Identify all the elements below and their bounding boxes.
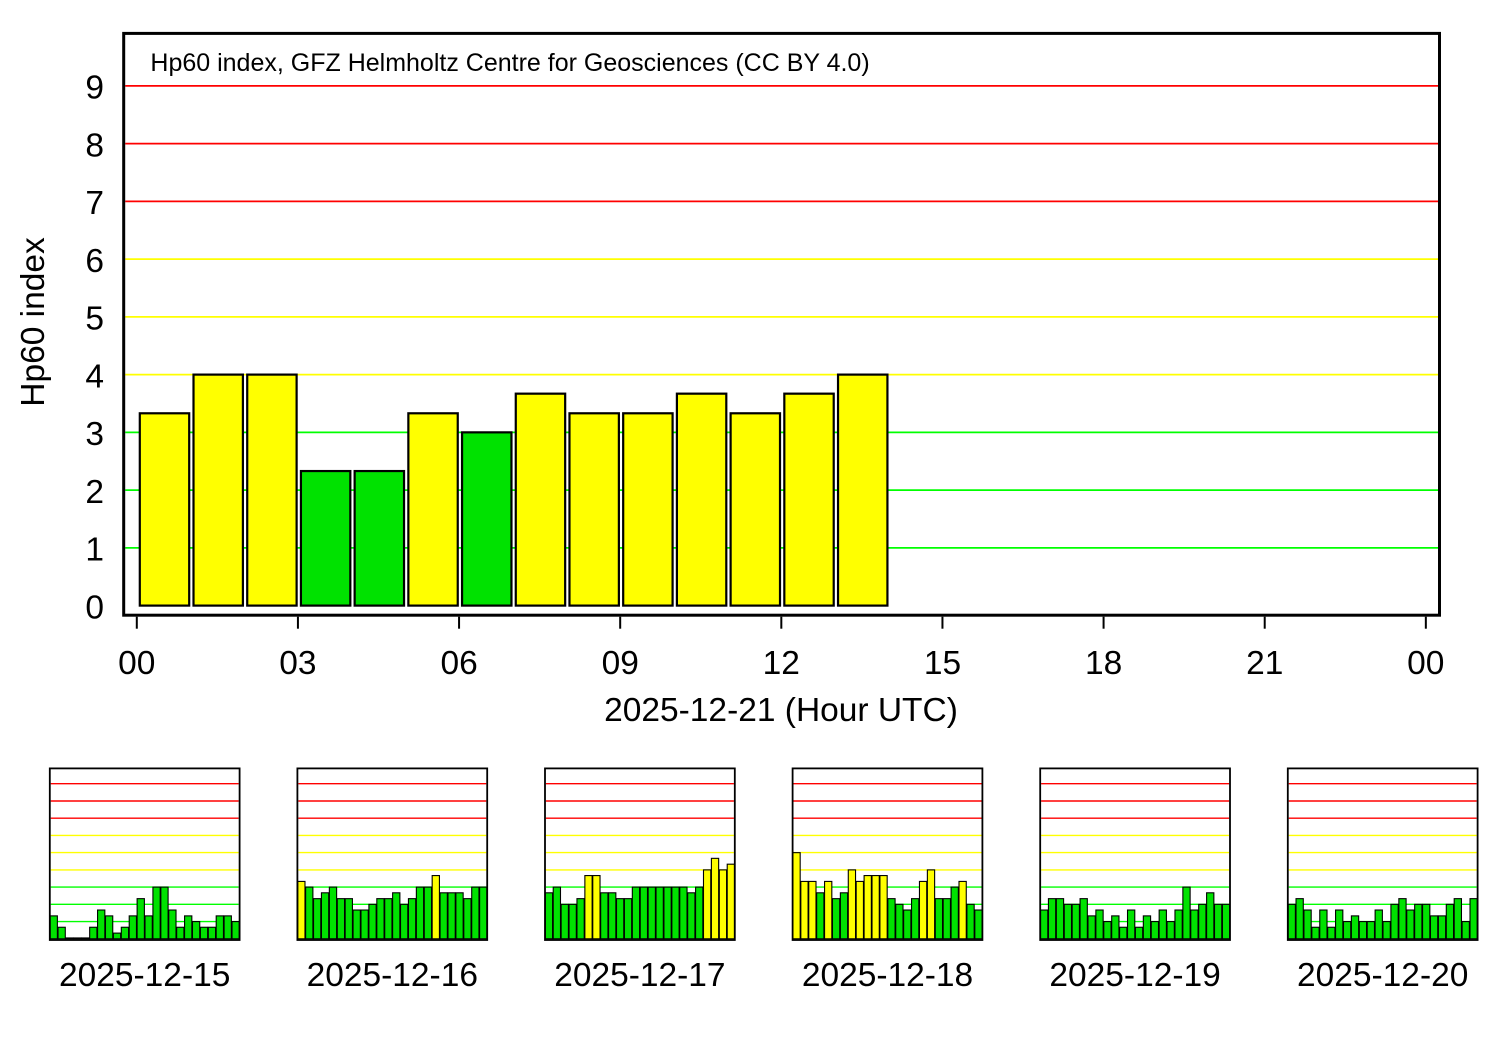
svg-text:2025-12-18: 2025-12-18: [802, 957, 973, 994]
svg-text:18: 18: [1085, 645, 1122, 682]
svg-text:2025-12-21 (Hour UTC): 2025-12-21 (Hour UTC): [604, 692, 958, 729]
svg-text:03: 03: [279, 645, 316, 682]
svg-text:0: 0: [85, 589, 104, 626]
svg-text:2025-12-20: 2025-12-20: [1297, 957, 1468, 994]
svg-text:1: 1: [85, 532, 104, 569]
svg-text:09: 09: [602, 645, 639, 682]
svg-text:8: 8: [85, 127, 104, 164]
svg-text:12: 12: [763, 645, 800, 682]
svg-text:06: 06: [440, 645, 477, 682]
svg-text:4: 4: [85, 358, 104, 395]
svg-text:Hp60 index: Hp60 index: [15, 237, 52, 407]
svg-text:2025-12-19: 2025-12-19: [1049, 957, 1220, 994]
svg-text:00: 00: [1407, 645, 1444, 682]
svg-text:3: 3: [85, 416, 104, 453]
svg-text:2025-12-16: 2025-12-16: [307, 957, 478, 994]
svg-text:2025-12-15: 2025-12-15: [59, 957, 230, 994]
svg-text:21: 21: [1246, 645, 1283, 682]
svg-text:6: 6: [85, 243, 104, 280]
svg-text:2: 2: [85, 474, 104, 511]
svg-text:15: 15: [924, 645, 961, 682]
svg-text:00: 00: [118, 645, 155, 682]
svg-text:Hp60 index, GFZ Helmholtz Cent: Hp60 index, GFZ Helmholtz Centre for Geo…: [150, 49, 869, 77]
svg-text:2025-12-17: 2025-12-17: [554, 957, 725, 994]
svg-text:5: 5: [85, 301, 104, 338]
svg-text:7: 7: [85, 185, 104, 222]
svg-text:9: 9: [85, 70, 104, 107]
